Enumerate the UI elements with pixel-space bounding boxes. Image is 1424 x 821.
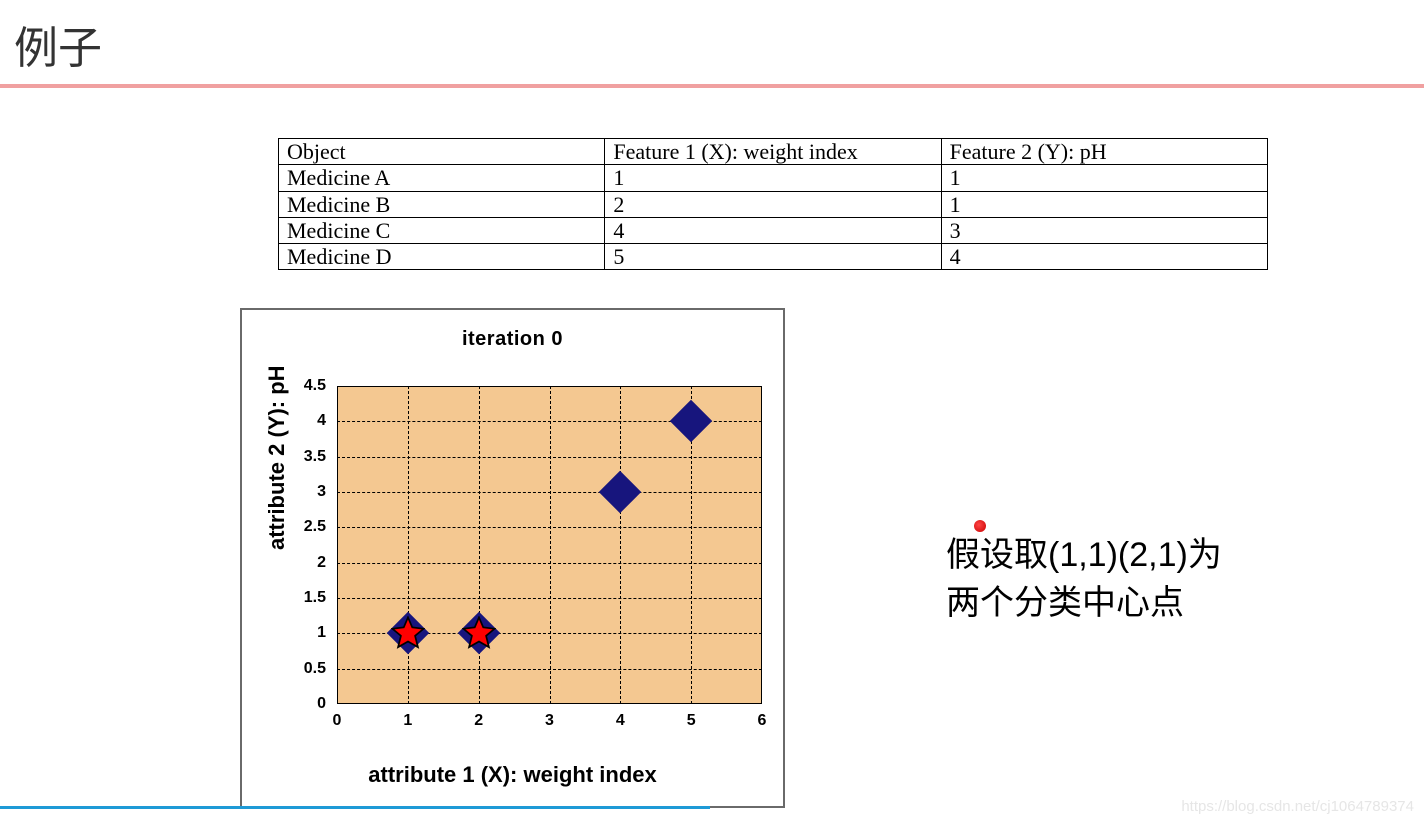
annotation-line2: 两个分类中心点	[946, 584, 1184, 622]
x-tick-label: 0	[327, 712, 347, 730]
y-tick-label: 4.5	[286, 377, 326, 395]
gridline-v	[408, 386, 409, 704]
y-tick-label: 1	[286, 624, 326, 642]
pointer-dot-icon	[974, 520, 986, 532]
cell-f2: 1	[941, 165, 1267, 191]
y-tick-label: 1.5	[286, 589, 326, 607]
cell-object: Medicine A	[279, 165, 605, 191]
y-tick-label: 3.5	[286, 448, 326, 466]
scatter-chart: iteration 0 attribute 2 (Y): pH attribut…	[240, 308, 785, 808]
centroid-star	[462, 616, 496, 650]
watermark-text: https://blog.csdn.net/cj1064789374	[1181, 798, 1414, 815]
cell-object: Medicine C	[279, 217, 605, 243]
x-axis-label: attribute 1 (X): weight index	[242, 762, 783, 788]
cell-f2: 3	[941, 217, 1267, 243]
cell-f1: 2	[605, 191, 941, 217]
chart-title: iteration 0	[242, 310, 783, 351]
y-tick-label: 2	[286, 554, 326, 572]
col-header-object: Object	[279, 139, 605, 165]
x-tick-label: 5	[681, 712, 701, 730]
table-row: Medicine C 4 3	[279, 217, 1268, 243]
y-tick-label: 4	[286, 412, 326, 430]
annotation-line1: 假设取(1,1)(2,1)为	[946, 536, 1222, 574]
x-tick-label: 4	[610, 712, 630, 730]
gridline-v	[550, 386, 551, 704]
cell-object: Medicine D	[279, 244, 605, 270]
data-table: Object Feature 1 (X): weight index Featu…	[278, 138, 1268, 270]
table-row: Medicine D 5 4	[279, 244, 1268, 270]
cell-f1: 1	[605, 165, 941, 191]
plot-area: 00.511.522.533.544.50123456	[337, 386, 762, 704]
y-tick-label: 3	[286, 483, 326, 501]
bottom-rule	[0, 806, 710, 809]
page-title: 例子	[0, 0, 1424, 84]
x-tick-label: 2	[469, 712, 489, 730]
title-divider	[0, 84, 1424, 88]
table-row: Medicine B 2 1	[279, 191, 1268, 217]
cell-f1: 5	[605, 244, 941, 270]
x-tick-label: 3	[540, 712, 560, 730]
x-tick-label: 1	[398, 712, 418, 730]
y-tick-label: 0.5	[286, 660, 326, 678]
gridline-v	[620, 386, 621, 704]
centroid-star	[391, 616, 425, 650]
cell-f2: 4	[941, 244, 1267, 270]
col-header-feature1: Feature 1 (X): weight index	[605, 139, 941, 165]
cell-f1: 4	[605, 217, 941, 243]
gridline-v	[479, 386, 480, 704]
table-row: Medicine A 1 1	[279, 165, 1268, 191]
col-header-feature2: Feature 2 (Y): pH	[941, 139, 1267, 165]
cell-object: Medicine B	[279, 191, 605, 217]
y-tick-label: 0	[286, 695, 326, 713]
table-header-row: Object Feature 1 (X): weight index Featu…	[279, 139, 1268, 165]
cell-f2: 1	[941, 191, 1267, 217]
y-tick-label: 2.5	[286, 518, 326, 536]
annotation-text: 假设取(1,1)(2,1)为 两个分类中心点	[946, 532, 1222, 627]
x-tick-label: 6	[752, 712, 772, 730]
